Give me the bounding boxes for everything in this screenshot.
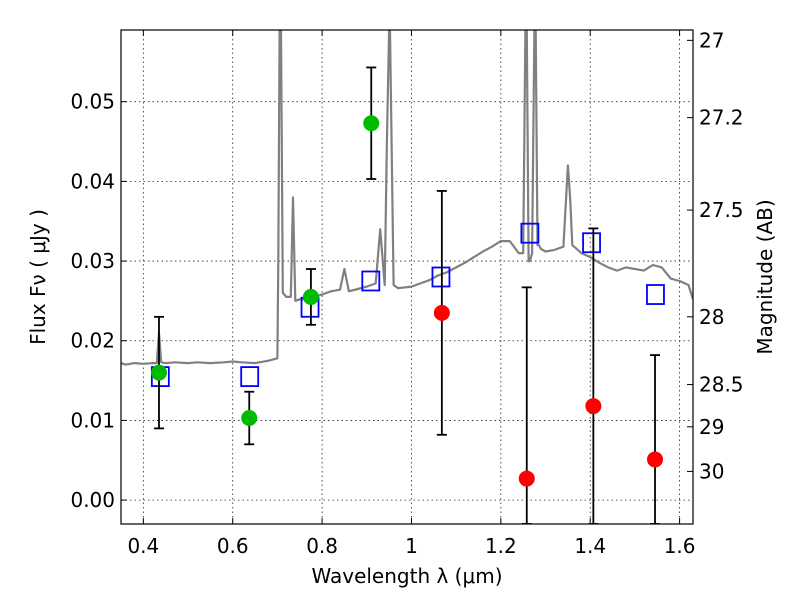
- x-tick-label: 1.2: [485, 534, 517, 558]
- square-marker: [582, 232, 601, 254]
- circle-marker: [302, 288, 319, 305]
- y2-axis-label: Magnitude (AB): [753, 199, 777, 354]
- y2-tick-label: 28.5: [699, 373, 744, 397]
- y-tick-label: 0.04: [70, 169, 115, 193]
- y-axis-label: Flux Fν ( μJy ): [26, 209, 50, 345]
- x-tick-label: 0.8: [306, 534, 338, 558]
- square-marker: [520, 222, 540, 244]
- x-tick-label: 1.6: [664, 534, 696, 558]
- square-marker: [240, 366, 260, 387]
- y-tick-label: 0.05: [70, 90, 115, 114]
- spectrum-line: [121, 30, 693, 366]
- circle-marker: [433, 304, 450, 321]
- circle-marker: [585, 398, 602, 415]
- grid: [121, 30, 693, 524]
- circle-marker: [150, 364, 167, 381]
- circle-marker: [518, 470, 535, 487]
- x-tick-label: 1: [405, 534, 418, 558]
- y2-tick-label: 27: [699, 28, 724, 52]
- plot-frame: [120, 29, 694, 525]
- square-marker: [646, 284, 665, 305]
- y-tick-label: 0.03: [70, 249, 115, 273]
- y-tick-label: 0.01: [70, 408, 115, 432]
- x-tick-label: 0.4: [127, 534, 159, 558]
- circle-marker: [647, 451, 664, 468]
- y2-tick-label: 27.2: [699, 106, 744, 130]
- y-tick-label: 0.00: [70, 488, 115, 512]
- y2-tick-label: 30: [699, 459, 724, 483]
- x-axis-label: Wavelength λ (μm): [311, 564, 502, 588]
- y2-tick-label: 27.5: [699, 198, 744, 222]
- x-tick-label: 0.6: [217, 534, 249, 558]
- plot-area: [121, 30, 693, 524]
- circle-marker: [241, 410, 258, 427]
- square-marker: [361, 270, 381, 292]
- circle-marker: [363, 115, 380, 132]
- x-tick-label: 1.4: [574, 534, 606, 558]
- axes-ticks: 0.4 0.6 0.8 1 1.2 1.4 1.6 0.00 0.01 0.02 0.03 0.04 0…: [70, 28, 743, 558]
- y-tick-label: 0.02: [70, 329, 115, 353]
- y2-tick-label: 28: [699, 305, 724, 329]
- y2-tick-label: 29: [699, 415, 724, 439]
